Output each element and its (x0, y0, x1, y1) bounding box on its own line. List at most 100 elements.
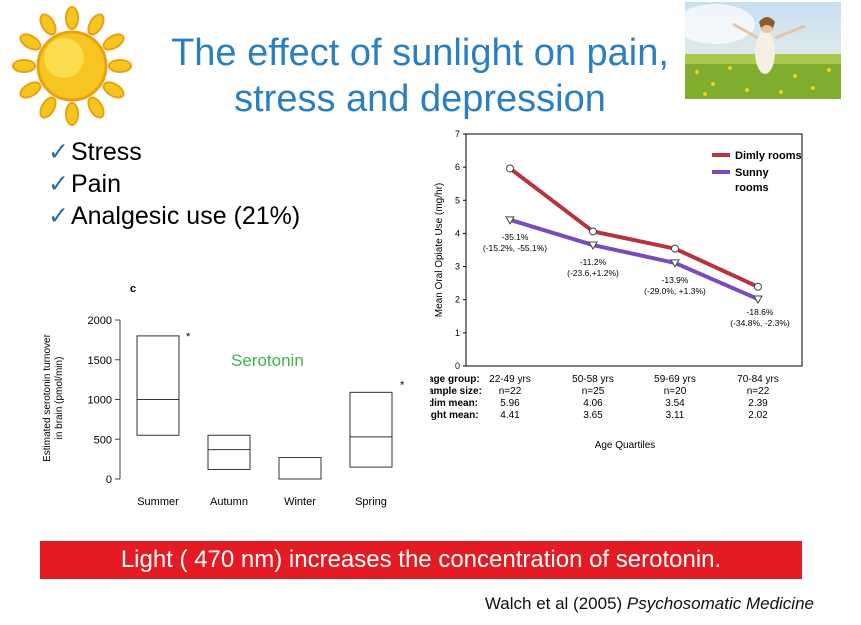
table-cell: 5.96 (500, 398, 520, 409)
box-winter (278, 457, 322, 480)
x-tick-label: Spring (355, 496, 387, 508)
slide-title: The effect of sunlight on pain, stress a… (130, 30, 710, 122)
table-cell: 70-84 yrs (737, 374, 779, 385)
sun-ray (108, 59, 132, 73)
sun-icon (12, 6, 132, 126)
table-cell: n=25 (582, 386, 605, 397)
table-cell: n=20 (664, 386, 687, 397)
table-cell: 22-49 yrs (489, 374, 531, 385)
y-tick-label: 7 (455, 129, 460, 139)
x-tick-label: Autumn (210, 496, 248, 508)
sun-ray (102, 33, 125, 51)
annotation-ci: (-29.0%, +1.3%) (644, 286, 706, 296)
annotation-ci: (-34.8%, -2.3%) (730, 318, 790, 328)
table-cell: 3.54 (665, 398, 685, 409)
y-tick-label: 1500 (88, 355, 112, 367)
legend-box (698, 135, 801, 199)
y-tick-label: 2000 (88, 315, 112, 327)
plot-frame (465, 133, 803, 367)
table-cell: 4.06 (583, 398, 603, 409)
sunny-rooms-line (509, 217, 759, 301)
dim-point (506, 164, 514, 173)
significance-marker: * (400, 379, 405, 391)
y-axis-label: in brain (pmol/min) (54, 357, 65, 440)
annotation-pct: -35.1% (502, 232, 529, 242)
sun-ray (39, 96, 57, 119)
bullet-text: Stress (70, 138, 142, 166)
sunny-point (505, 216, 515, 225)
citation-authors: Walch et al (2005) (484, 594, 627, 613)
citation: Walch et al (2005) Psychosomatic Medicin… (485, 594, 814, 614)
y-tick-label: 4 (455, 228, 460, 238)
annotation-pct: -18.6% (747, 307, 774, 317)
sun-ray (65, 6, 79, 30)
y-tick-label: 1 (455, 328, 460, 338)
check-icon: ✓ (48, 202, 69, 230)
sun-ray (39, 13, 57, 36)
y-tick-label: 6 (455, 162, 460, 172)
dim-rooms-line (508, 166, 759, 289)
conclusion-banner: Light ( 470 nm) increases the concentrat… (40, 541, 802, 579)
annotation-ci: (-23.6,+1.2%) (567, 268, 619, 278)
table-row-label: ight mean: (430, 410, 479, 421)
y-tick-label: 500 (94, 434, 112, 446)
bullet-item: ✓Pain (48, 168, 300, 200)
legend-dim-label: Dimly rooms (735, 150, 802, 162)
sun-highlight (44, 38, 84, 78)
legend-sunny-label: rooms (735, 182, 769, 194)
sunny-point (670, 259, 680, 268)
meadow-woman-photo (685, 2, 841, 99)
y-tick-label: 0 (106, 474, 112, 486)
sun-ray (19, 81, 42, 99)
annotation-pct: -11.2% (580, 257, 607, 267)
x-tick-label: Summer (137, 496, 179, 508)
y-tick-label: 2 (455, 295, 460, 305)
table-row-label: dim mean: (430, 398, 478, 409)
x-tick-label: Winter (284, 496, 316, 508)
sun-ray (65, 102, 79, 126)
citation-journal: Psychosomatic Medicine (626, 594, 814, 613)
sun-ray (102, 81, 125, 99)
x-axis-label: Age Quartiles (595, 440, 656, 451)
significance-marker: * (186, 331, 191, 343)
y-tick-label: 3 (455, 262, 460, 272)
check-icon: ✓ (48, 170, 69, 198)
bullet-text: Pain (70, 170, 121, 198)
table-cell: 3.11 (666, 410, 685, 421)
bullet-item: ✓Stress (48, 136, 300, 168)
table-row-label: age group: (430, 374, 480, 385)
table-cell: 2.39 (748, 398, 768, 409)
sunny-point (753, 295, 763, 305)
y-tick-label: 1000 (88, 395, 112, 407)
legend-sunny-label: Sunny (735, 167, 769, 179)
table-row-label: ample size: (430, 386, 482, 397)
dim-point (589, 227, 597, 236)
sun-rays (12, 6, 132, 126)
table-cell: n=22 (499, 386, 522, 397)
bullet-text: Analgesic use (21%) (70, 202, 301, 230)
opiate-use-line-chart: 0 1 2 3 4 5 6 7 Mean Oral Opiate Use (mg/hr) Diml… (430, 129, 803, 451)
serotonin-box-chart: 0 500 1000 1500 2000 c Estimated serotonin tur… (42, 283, 405, 508)
sun-ray (87, 13, 105, 36)
check-icon: ✓ (48, 138, 69, 166)
y-tick-label: 0 (455, 361, 460, 371)
sunny-point (588, 241, 598, 251)
table-cell: 4.41 (500, 410, 520, 421)
table-cell: 50-58 yrs (572, 374, 614, 385)
box-autumn (207, 434, 251, 470)
table-cell: n=22 (747, 386, 770, 397)
y-axis-label: Estimated serotonin turnover (42, 333, 53, 462)
title-line-1: The effect of sunlight on pain, (171, 32, 669, 74)
y-axis-label: Mean Oral Opiate Use (mg/hr) (434, 183, 445, 318)
bullet-item: ✓Analgesic use (21%) (48, 200, 300, 232)
box-spring (349, 391, 393, 468)
table-cell: 59-69 yrs (654, 374, 696, 385)
dim-point (671, 244, 679, 253)
sun-ray (87, 96, 105, 119)
sun-ray (19, 33, 42, 51)
bullet-list: ✓Stress ✓Pain ✓Analgesic use (21%) (48, 136, 300, 232)
table-cell: 3.65 (583, 410, 603, 421)
serotonin-label: Serotonin (231, 351, 304, 370)
annotation-pct: -13.9% (662, 275, 689, 285)
box-summer (136, 335, 180, 436)
